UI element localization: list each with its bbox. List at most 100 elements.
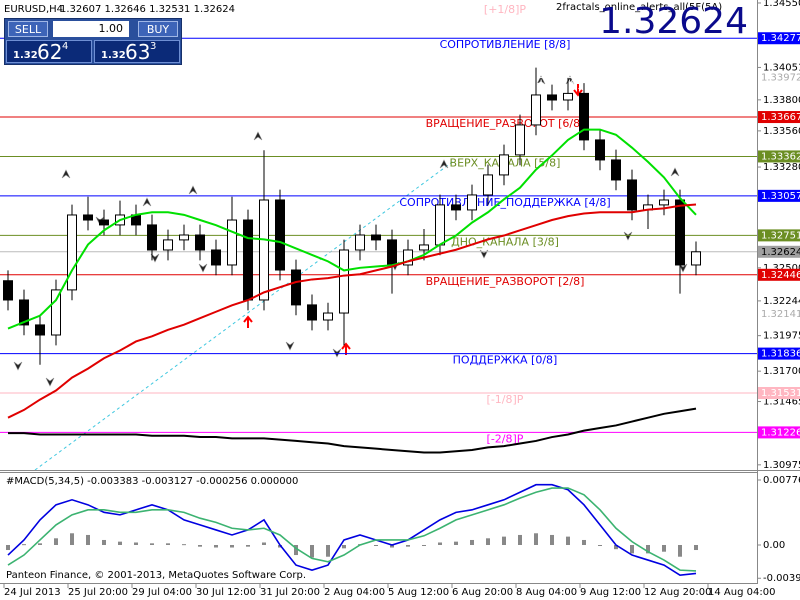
level-label: ДНО_КАНАЛА [3/8] <box>451 235 559 248</box>
candle-body <box>627 179 637 211</box>
x-tick-label: 24 Jul 2013 <box>4 587 61 598</box>
y-tick-label: -0.003972 <box>763 573 800 584</box>
candle-body <box>339 249 349 314</box>
x-tick-label: 30 Jul 12:00 <box>196 587 256 598</box>
candle-body <box>67 214 77 291</box>
ask-pips: 63 <box>125 40 151 64</box>
macd-histogram-bar <box>262 542 266 545</box>
level-price-box <box>758 229 800 242</box>
level-label: Пора покупать BUY [1/8] <box>434 314 576 327</box>
candle-body <box>259 199 269 301</box>
level-price-label: 1.34277 <box>761 33 800 44</box>
macd-histogram-bar <box>390 544 394 548</box>
macd-histogram-bar <box>566 536 570 545</box>
level-label: [-1/8]P <box>487 393 524 406</box>
candle-body <box>371 234 381 241</box>
level-label: [-2/8]P <box>487 432 524 445</box>
ask-quote[interactable]: 1.32 63 3 <box>94 40 180 64</box>
y-tick-label: 0.00 <box>763 540 785 551</box>
macd-histogram-bar <box>246 544 250 547</box>
level-price-box <box>758 32 800 45</box>
level-price-box <box>758 308 800 321</box>
macd-histogram-bar <box>502 536 506 545</box>
x-tick-label: 29 Jul 04:00 <box>132 587 192 598</box>
candle-body <box>419 244 429 251</box>
indicator-label: 2fractals_online_alerts_all(5F(5A) <box>556 2 723 13</box>
candle-body <box>83 214 93 221</box>
ask-prefix: 1.32 <box>101 50 126 61</box>
moving-average <box>7 128 697 330</box>
macd-histogram-bar <box>534 533 538 545</box>
macd-histogram-bar <box>86 534 90 545</box>
candle-body <box>675 199 685 266</box>
level-label: ПОДДЕРЖКА [0/8] <box>453 354 558 367</box>
y-tick-label: 1.34550 <box>763 0 800 9</box>
macd-histogram-bar <box>134 542 138 545</box>
macd-histogram-bar <box>630 544 634 554</box>
macd-histogram-bar <box>22 544 26 546</box>
buy-button[interactable]: BUY <box>138 21 178 37</box>
copyright: Panteon Finance, © 2001-2013, MetaQuotes… <box>6 570 306 581</box>
level-price-box <box>758 71 800 84</box>
level-price-label: 1.32446 <box>761 270 800 281</box>
macd-histogram-bar <box>646 544 650 554</box>
ask-fraction: 3 <box>150 41 157 52</box>
bid-quote[interactable]: 1.32 62 4 <box>6 40 92 64</box>
current-price-label: 1.32624 <box>761 247 800 258</box>
macd-histogram-bar <box>198 544 202 547</box>
macd-histogram-bar <box>182 544 186 546</box>
macd-histogram-bar <box>118 541 122 545</box>
candle-body <box>19 299 29 326</box>
candle-body <box>595 139 605 161</box>
candle-body <box>499 154 509 176</box>
lot-input[interactable]: 1.00 <box>53 21 129 37</box>
level-price-box <box>758 426 800 439</box>
candle-body <box>51 289 61 336</box>
candle-body <box>435 204 445 246</box>
x-tick-label: 8 Aug 04:00 <box>516 587 577 598</box>
macd-histogram-bar <box>550 534 554 545</box>
macd-histogram-bar <box>454 541 458 545</box>
y-tick-label: 1.33280 <box>763 162 800 173</box>
level-label: СОПРОТИВЛЕНИЕ [8/8] <box>440 38 571 51</box>
macd-histogram-bar <box>694 544 698 551</box>
x-tick-label: 6 Aug 20:00 <box>452 587 513 598</box>
candle-body <box>659 199 669 206</box>
level-price-label: 1.31531 <box>761 388 800 399</box>
candle-body <box>147 224 157 251</box>
macd-histogram-bar <box>486 538 490 545</box>
macd-histogram-bar <box>6 544 10 551</box>
macd-histogram-bar <box>294 544 298 556</box>
candle-body <box>35 324 45 336</box>
one-click-trading-panel: SELL 1.00 BUY 1.32 62 4 1.32 63 3 <box>4 18 182 65</box>
level-price-label: 1.31836 <box>761 349 800 360</box>
big-price: 1.32624 <box>599 1 748 42</box>
level-label: ВРАЩЕНИЕ_РАЗВОРОТ [6/8] <box>426 117 585 130</box>
candle-body <box>179 234 189 241</box>
bid-fraction: 4 <box>62 41 69 52</box>
candle-body <box>163 239 173 251</box>
x-tick-label: 31 Jul 20:00 <box>260 587 320 598</box>
moving-average <box>7 203 697 419</box>
candle-body <box>403 249 413 266</box>
y-tick-label: 1.31700 <box>763 366 800 377</box>
level-price-label: 1.31226 <box>761 427 800 438</box>
level-price-label: 1.32751 <box>761 230 800 241</box>
level-price-label: 1.33362 <box>761 151 800 162</box>
level-price-box <box>758 150 800 163</box>
macd-histogram-bar <box>70 533 74 545</box>
candle-body <box>579 92 589 141</box>
candle-body <box>99 219 109 226</box>
macd-histogram-bar <box>310 544 314 558</box>
macd-histogram-bar <box>214 544 218 548</box>
candle-body <box>3 280 13 301</box>
y-tick-label: 1.31465 <box>763 397 800 408</box>
macd-histogram-bar <box>598 544 602 546</box>
current-price-box <box>758 245 800 258</box>
sell-button[interactable]: SELL <box>8 21 48 37</box>
candle-body <box>195 234 205 251</box>
macd-histogram-bar <box>422 544 426 546</box>
macd-histogram-bar <box>326 544 330 557</box>
